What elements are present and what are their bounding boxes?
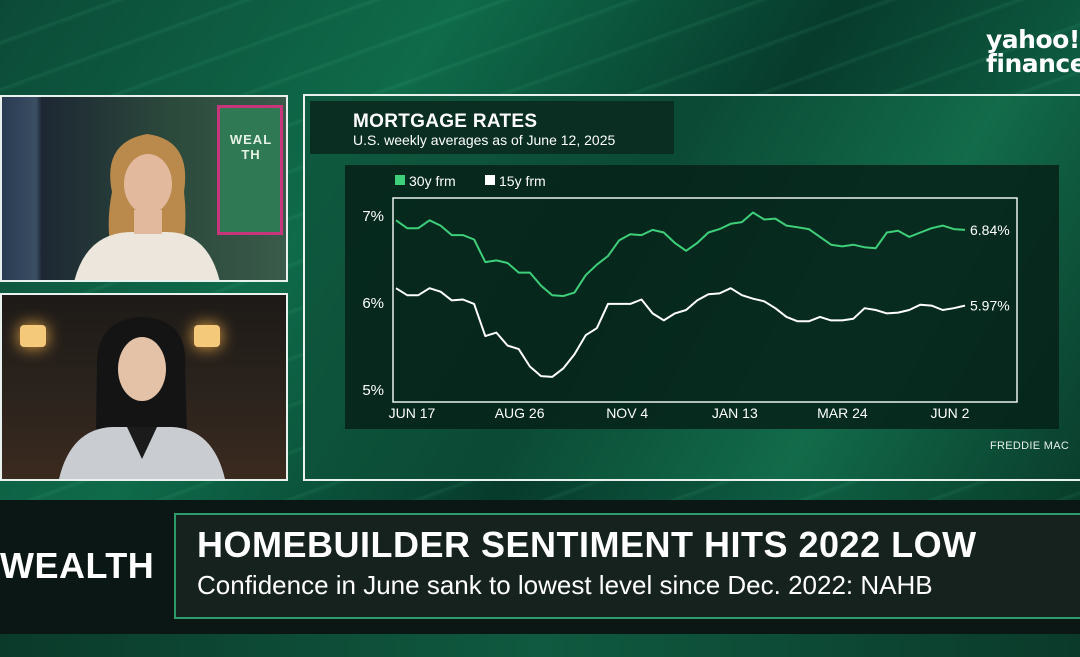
x-tick-label: JUN 17 [389, 405, 436, 421]
chart-source: FREDDIE MAC [990, 440, 1070, 452]
legend-swatch-30y [395, 175, 405, 185]
series-line-30y [395, 211, 966, 297]
chart-title: MORTGAGE RATES [353, 111, 538, 132]
legend-label-15y: 15y frm [499, 173, 546, 189]
poster-text: WEALTH [229, 132, 273, 162]
show-tag: WEALTH [0, 545, 155, 586]
x-axis-ticks: JUN 17 AUG 26 NOV 4 JAN 13 MAR 24 JUN 2 [389, 405, 970, 421]
headline-box [174, 513, 1080, 619]
y-axis-ticks: 7% 6% 5% [362, 208, 384, 399]
end-value-labels: 6.84% 5.97% [970, 222, 1010, 314]
chart-subtitle: U.S. weekly averages as of June 12, 2025 [353, 132, 616, 148]
y-tick-label: 7% [362, 208, 384, 225]
chart-legend: 30y frm 15y frm [395, 173, 546, 189]
end-value-label: 6.84% [970, 222, 1010, 238]
x-tick-label: AUG 26 [495, 405, 545, 421]
series-line-15y [395, 287, 966, 378]
host-figure [74, 134, 220, 280]
y-tick-label: 5% [362, 382, 384, 399]
chart-title-box [310, 101, 674, 154]
plot-frame [392, 197, 1018, 403]
x-tick-label: JAN 13 [712, 405, 758, 421]
wealth-poster: WEALTH [217, 105, 283, 235]
y-tick-label: 6% [362, 295, 384, 312]
wall-lamp-right [194, 325, 220, 347]
guest-video-panel [0, 293, 288, 481]
subheadline: Confidence in June sank to lowest level … [197, 570, 933, 600]
legend-swatch-15y [485, 175, 495, 185]
end-value-label: 5.97% [970, 298, 1010, 314]
bottom-strip [0, 634, 1080, 657]
yahoo-finance-logo: yahoo! finance [986, 25, 1080, 78]
wall-lamp-left [20, 325, 46, 347]
headline: HOMEBUILDER SENTIMENT HITS 2022 LOW [197, 524, 977, 565]
x-tick-label: MAR 24 [817, 405, 868, 421]
series-lines [395, 211, 966, 378]
x-tick-label: NOV 4 [606, 405, 648, 421]
guest-figure [59, 317, 225, 479]
host-video-panel: WEALTH [0, 95, 288, 282]
x-tick-label: JUN 2 [931, 405, 970, 421]
legend-label-30y: 30y frm [409, 173, 456, 189]
